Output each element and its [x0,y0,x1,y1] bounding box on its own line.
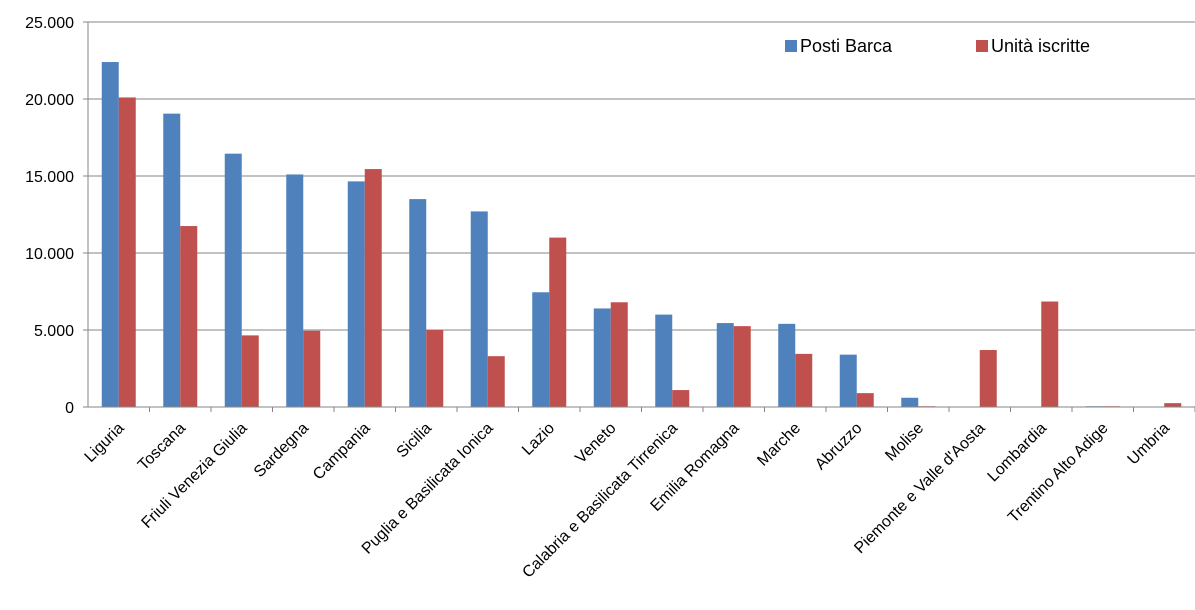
x-category-label: Sardegna [251,420,312,481]
x-category-label: Campania [310,420,374,484]
bar-unita-iscritte [118,97,136,408]
x-category-label: Veneto [572,420,619,467]
bar-unita-iscritte [979,350,997,407]
bar-posti-barca [163,113,181,407]
bar-unita-iscritte [733,326,751,407]
y-tick-label: 10.000 [25,246,74,263]
x-category-label: Liguria [82,420,128,466]
y-tick-labels: 0 5.000 10.000 15.000 20.000 25.000 [25,15,74,417]
bar-posti-barca [655,314,673,407]
y-tick-label: 0 [65,400,74,417]
legend-swatch [785,40,797,52]
x-category-label: Piemonte e Valle d'Aosta [851,420,988,557]
x-category-label: Friuli Venezia Giulia [139,420,251,532]
bar-unita-iscritte [426,330,444,407]
bar-unita-iscritte [180,226,198,407]
bar-unita-iscritte [856,393,874,407]
x-category-label: Umbria [1125,420,1174,469]
bar-unita-iscritte [672,390,690,407]
bar-posti-barca [716,323,734,407]
bar-unita-iscritte [241,335,259,407]
x-category-label: Lombardia [985,420,1051,486]
x-category-label: Lazio [519,420,558,459]
x-category-label: Molise [882,420,927,465]
x-category-label: Sicilia [394,420,436,462]
bar-unita-iscritte [1164,403,1182,407]
bar-posti-barca [224,153,242,407]
bar-posti-barca [839,354,857,407]
legend: Posti Barca Unità iscritte [785,36,1090,56]
x-category-label: Puglia e Basilicata Ionica [359,420,497,558]
bar-posti-barca [901,397,919,407]
x-category-label: Toscana [135,420,189,474]
bar-posti-barca [347,181,365,407]
y-tick-label: 20.000 [25,92,74,109]
bar-posti-barca [101,62,119,407]
y-tick-label: 5.000 [34,323,74,340]
legend-swatch [976,40,988,52]
bar-unita-iscritte [303,330,321,407]
bar-posti-barca [409,199,427,407]
bar-posti-barca [593,308,611,407]
y-tick-label: 15.000 [25,169,74,186]
legend-label: Unità iscritte [991,36,1090,56]
x-category-label: Abruzzo [812,420,866,474]
gridlines [88,21,1195,331]
bar-posti-barca [778,323,796,407]
bar-unita-iscritte [549,237,567,407]
bar-unita-iscritte [610,302,628,407]
y-tick-label: 25.000 [25,15,74,32]
bar-posti-barca [470,211,488,407]
bar-unita-iscritte [487,356,505,407]
bar-unita-iscritte [795,353,813,407]
x-category-label: Marche [754,420,804,470]
bar-posti-barca [286,174,304,407]
bar-unita-iscritte [364,169,382,407]
bars [101,62,1182,408]
bar-posti-barca [532,292,550,407]
axes [83,21,1195,412]
legend-label: Posti Barca [800,36,893,56]
bar-unita-iscritte [1041,301,1059,407]
